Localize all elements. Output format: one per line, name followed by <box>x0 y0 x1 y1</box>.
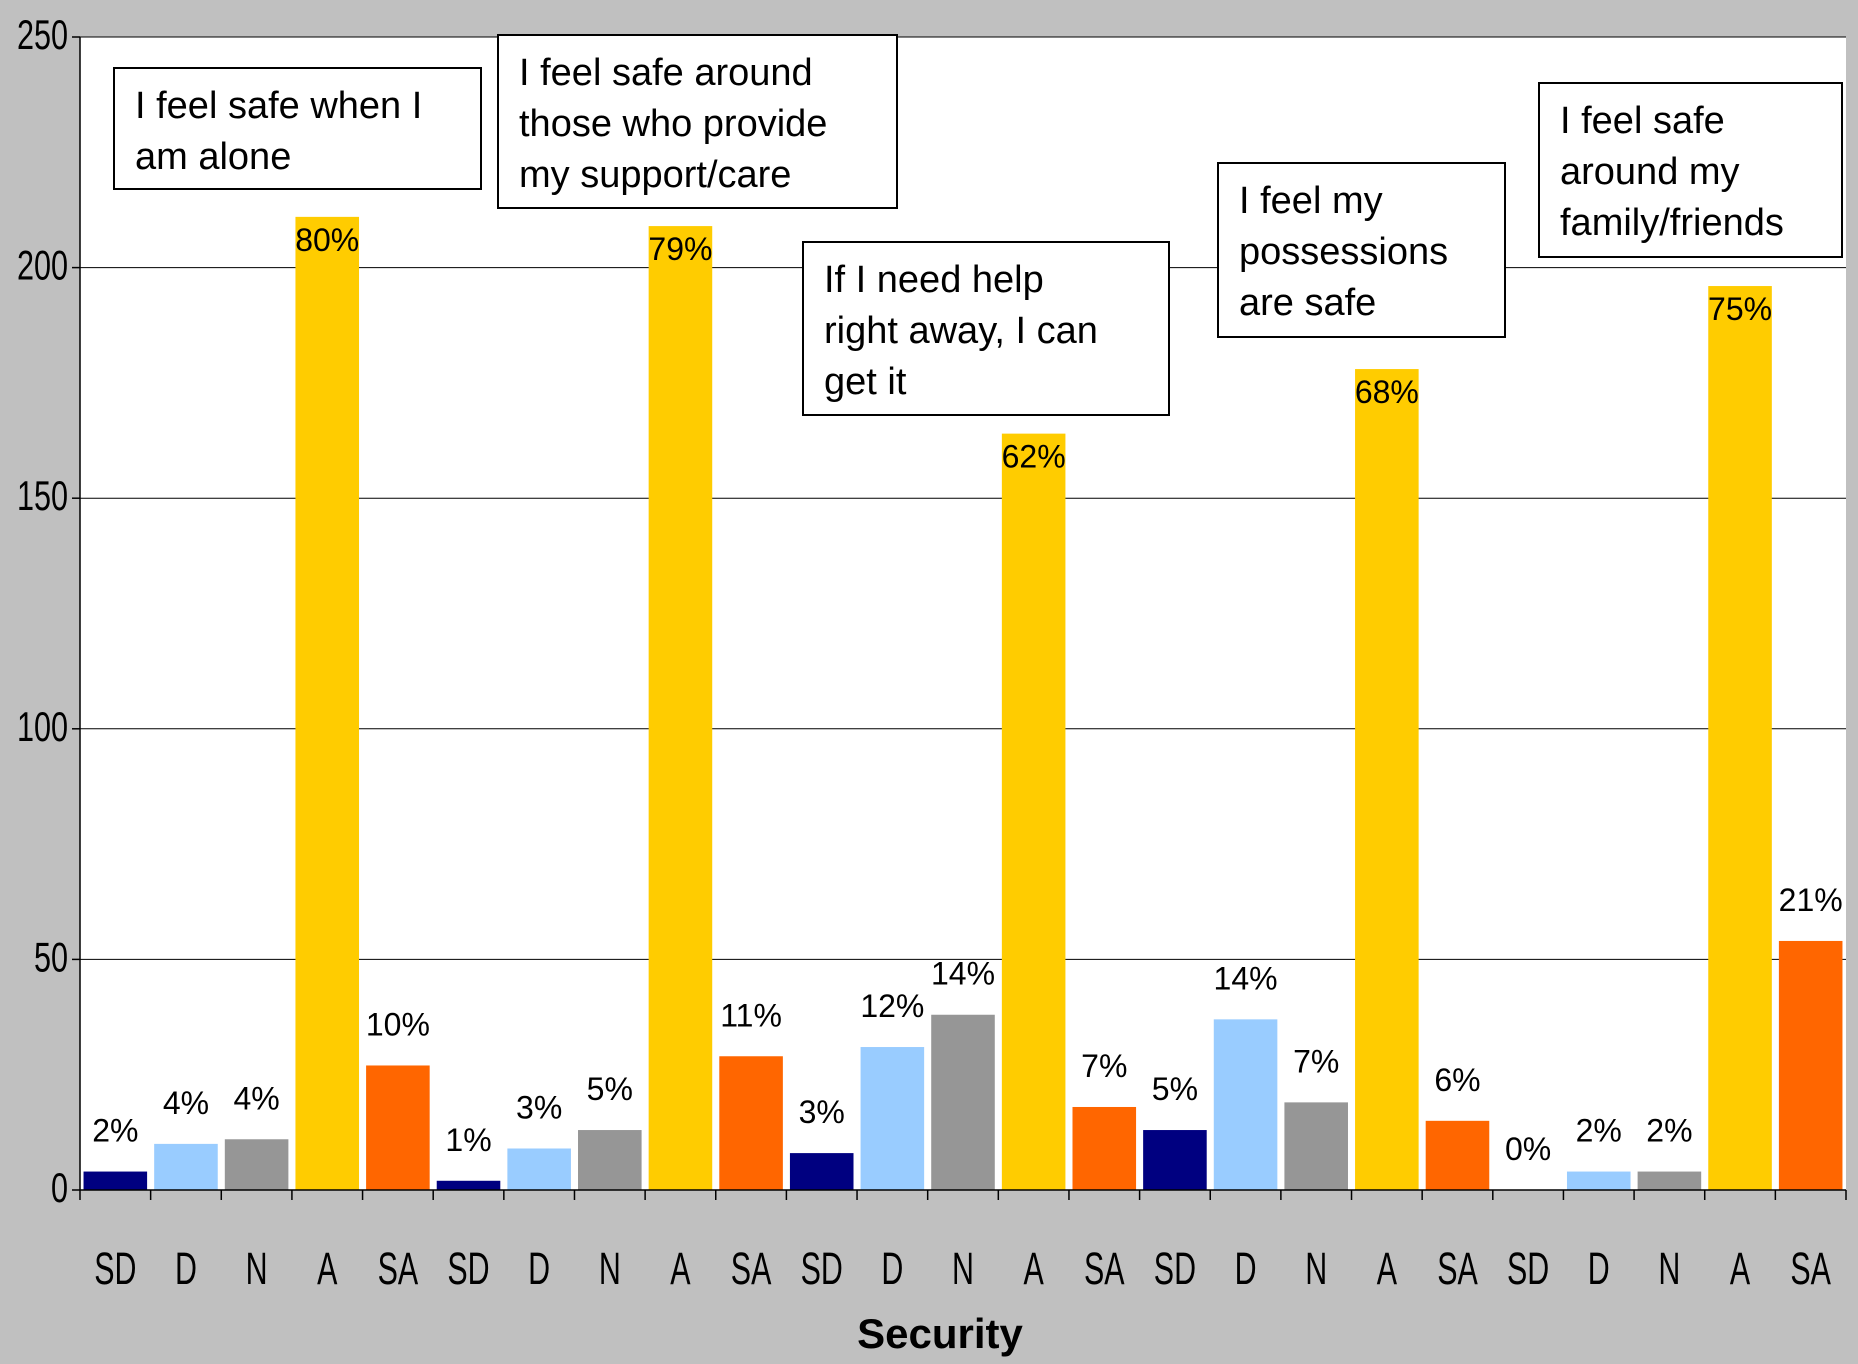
x-tick-label: N <box>1305 1244 1327 1295</box>
x-tick-label: A <box>317 1244 337 1295</box>
data-label: 21% <box>1779 882 1843 918</box>
annotation-need-help-right-away: If I need help right away, I can get it <box>802 241 1170 416</box>
bar-sd <box>789 1153 854 1190</box>
data-label: 7% <box>1293 1043 1339 1079</box>
x-tick-label: D <box>881 1244 903 1295</box>
x-tick-label: N <box>246 1244 268 1295</box>
data-label: 7% <box>1081 1048 1127 1084</box>
y-tick-label: 50 <box>34 934 68 981</box>
x-tick-label: D <box>1235 1244 1257 1295</box>
x-tick-label: A <box>670 1244 690 1295</box>
bar-a <box>1001 433 1066 1191</box>
x-tick-label: SA <box>1790 1244 1831 1295</box>
data-label: 75% <box>1708 291 1772 327</box>
y-tick-labels: 0 50 100 150 200 250 <box>17 11 68 1211</box>
annotation-possessions-safe: I feel my possessions are safe <box>1217 162 1506 338</box>
bar-d <box>1213 1019 1278 1190</box>
x-tick-label: SD <box>1154 1244 1196 1295</box>
bar-sa <box>366 1065 430 1190</box>
data-label: 2% <box>92 1113 138 1149</box>
bars <box>83 216 1843 1191</box>
x-tick-label: N <box>1658 1244 1680 1295</box>
y-tick-label: 250 <box>17 11 68 58</box>
data-label: 5% <box>587 1071 633 1107</box>
y-tick-label: 150 <box>17 473 68 520</box>
y-tick-label: 100 <box>17 703 68 750</box>
bar-sd <box>83 1171 148 1190</box>
y-tick-label: 0 <box>51 1164 68 1211</box>
annotation-feel-safe-support-care: I feel safe around those who provide my … <box>497 34 898 209</box>
x-tick-label: N <box>952 1244 974 1295</box>
x-tick-label: A <box>1730 1244 1750 1295</box>
bar-a <box>1355 369 1419 1191</box>
bar-a <box>648 226 713 1191</box>
data-label: 80% <box>295 222 359 258</box>
bar-n <box>1637 1171 1702 1190</box>
x-tick-label: D <box>1588 1244 1610 1295</box>
x-tick-label: SA <box>1437 1244 1478 1295</box>
data-label: 6% <box>1434 1062 1480 1098</box>
data-label: 12% <box>860 988 924 1024</box>
bar-n <box>224 1139 289 1190</box>
bar-sd <box>1143 1130 1207 1190</box>
bar-n <box>578 1130 642 1190</box>
data-label: 3% <box>516 1089 562 1125</box>
bar-n <box>931 1014 995 1190</box>
data-label: 3% <box>799 1094 845 1130</box>
data-label: 11% <box>720 997 782 1033</box>
x-tick-label: D <box>528 1244 550 1295</box>
data-label: 1% <box>445 1122 491 1158</box>
annotation-feel-safe-alone: I feel safe when I am alone <box>113 67 482 190</box>
x-tick-label: SA <box>731 1244 772 1295</box>
data-label: 79% <box>648 231 712 267</box>
data-label: 14% <box>931 956 995 992</box>
x-tick-label: SD <box>801 1244 843 1295</box>
bar-a <box>295 216 360 1191</box>
bar-sd <box>436 1180 501 1190</box>
data-label: 62% <box>1002 439 1066 475</box>
x-tick-labels: SD D N A SA SD D N A SA SD D N A SA SD D N A SA SD D N A SA <box>94 1244 1831 1295</box>
bar-d <box>507 1148 571 1190</box>
data-label: 14% <box>1214 960 1278 996</box>
x-tick-label: SA <box>1084 1244 1125 1295</box>
axes <box>72 36 1847 1200</box>
bar-sa <box>1425 1120 1490 1190</box>
data-label: 68% <box>1355 374 1419 410</box>
bar-sa <box>1072 1106 1137 1190</box>
x-tick-label: D <box>175 1244 197 1295</box>
data-labels: 2%4% 4%80%10%1%3%5%79%11%3%12%14%62%7%5%1… <box>92 222 1843 1167</box>
bar-sa <box>1778 940 1843 1190</box>
x-tick-label: A <box>1377 1244 1397 1295</box>
annotation-feel-safe-family-friends: I feel safe around my family/friends <box>1538 82 1843 258</box>
x-tick-label: SD <box>1507 1244 1549 1295</box>
data-label: 2% <box>1576 1113 1622 1149</box>
bar-d <box>860 1047 925 1190</box>
x-axis-title: Security <box>857 1310 1023 1357</box>
data-label: 4% <box>163 1085 209 1121</box>
x-tick-label: SD <box>94 1244 136 1295</box>
data-label: 4% <box>233 1080 279 1116</box>
bar-a <box>1708 286 1772 1191</box>
y-tick-label: 200 <box>17 242 68 289</box>
x-tick-label: A <box>1023 1244 1043 1295</box>
bar-n <box>1284 1102 1348 1190</box>
x-tick-label: SA <box>378 1244 419 1295</box>
data-label: 10% <box>366 1006 430 1042</box>
data-label: 5% <box>1152 1071 1198 1107</box>
bar-sa <box>719 1056 783 1190</box>
data-label: 2% <box>1646 1113 1692 1149</box>
data-label: 0% <box>1505 1131 1551 1167</box>
bar-d <box>1566 1171 1631 1190</box>
bar-d <box>154 1143 218 1190</box>
x-tick-label: SD <box>447 1244 489 1295</box>
x-tick-label: N <box>599 1244 621 1295</box>
